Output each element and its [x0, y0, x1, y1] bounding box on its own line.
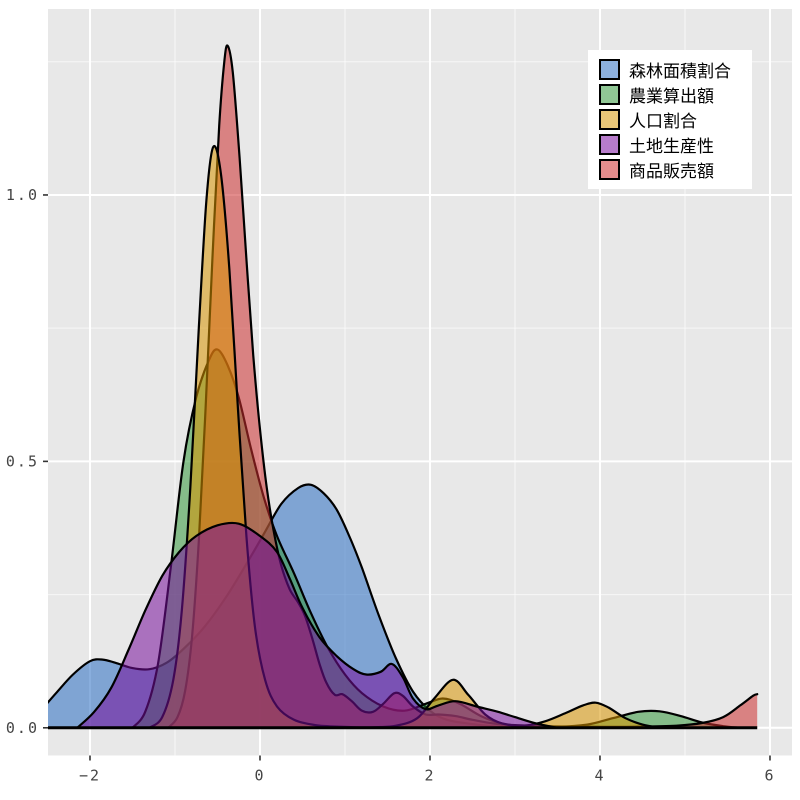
legend-key-swatch-yellow — [599, 109, 620, 130]
legend-label: 人口割合 — [629, 112, 697, 132]
legend-item-land-productivity: 土地生産性 — [599, 132, 752, 157]
curve-outline-forest-area-ratio — [48, 483, 525, 729]
x-tick-label: 4 — [594, 767, 605, 785]
legend-key-swatch-green — [599, 84, 620, 105]
curve-outline-land-productivity — [76, 521, 559, 729]
y-tick-label: 1.0 — [6, 186, 39, 204]
x-tick-label: 2 — [424, 767, 435, 785]
legend-key-swatch-red — [599, 159, 620, 180]
y-tick-label: 0.0 — [6, 719, 39, 737]
legend-item-population-ratio: 人口割合 — [599, 107, 752, 132]
legend-item-merchandise-sales: 商品販売額 — [599, 157, 752, 182]
legend-label: 商品販売額 — [629, 162, 714, 182]
x-tick-label: 0 — [254, 767, 265, 785]
legend-key-swatch-blue — [599, 59, 620, 80]
legend-label: 土地生産性 — [629, 137, 714, 157]
legend-label: 森林面積割合 — [629, 62, 731, 82]
legend-label: 農業算出額 — [629, 87, 714, 107]
x-tick-label: −2 — [79, 767, 101, 785]
legend: 森林面積割合 農業算出額 人口割合 土地生産性 商品販売額 — [588, 50, 752, 189]
legend-item-forest-area-ratio: 森林面積割合 — [599, 57, 752, 82]
legend-key-swatch-purple — [599, 134, 620, 155]
x-tick-label: 6 — [764, 767, 775, 785]
curve-fill-land-productivity — [77, 522, 558, 728]
legend-item-agricultural-output: 農業算出額 — [599, 82, 752, 107]
y-tick-label: 0.5 — [6, 452, 39, 470]
